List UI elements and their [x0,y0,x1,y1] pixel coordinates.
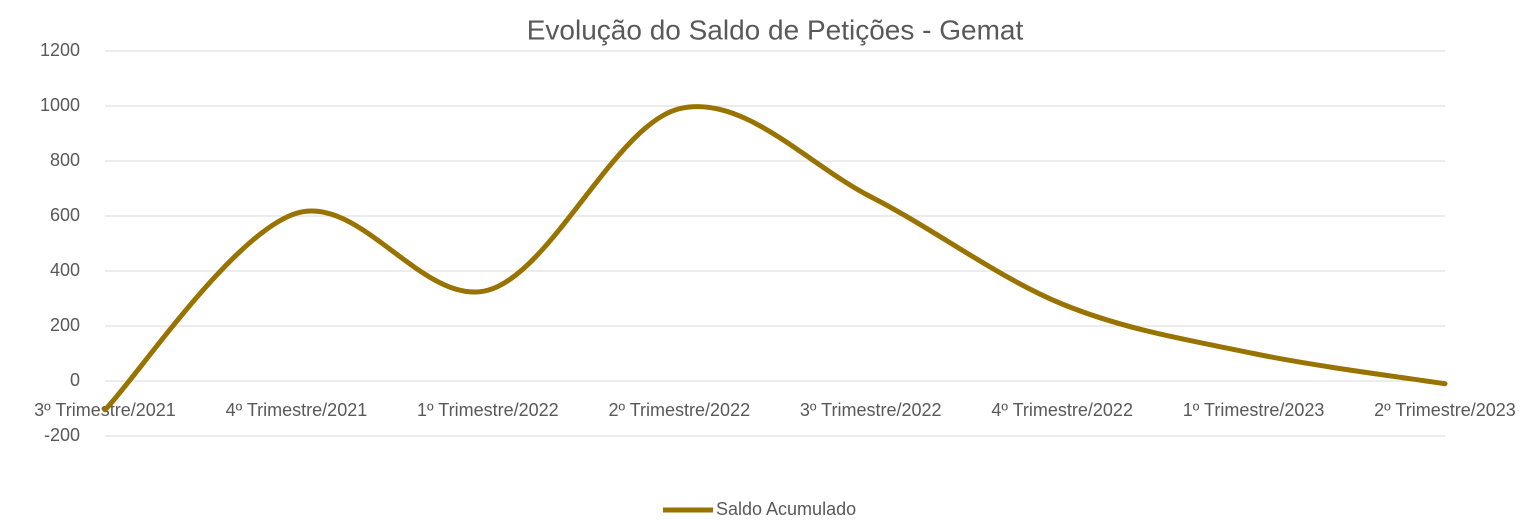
y-tick-label: 800 [50,150,80,170]
x-tick-label: 1º Trimestre/2022 [417,400,559,420]
x-tick-label: 2º Trimestre/2023 [1374,400,1516,420]
y-tick-label: 600 [50,205,80,225]
y-tick-label: 200 [50,315,80,335]
x-tick-label: 4º Trimestre/2021 [226,400,368,420]
x-tick-label: 4º Trimestre/2022 [991,400,1133,420]
y-tick-label: 1200 [40,40,80,60]
series-line [102,104,1448,413]
x-tick-label: 2º Trimestre/2022 [608,400,750,420]
y-tick-label: 0 [70,370,80,390]
y-tick-label: -200 [44,425,80,445]
x-tick-label: 3º Trimestre/2022 [800,400,942,420]
x-tick-label: 1º Trimestre/2023 [1183,400,1325,420]
chart-title: Evolução do Saldo de Petições - Gemat [527,14,1024,45]
y-tick-label: 400 [50,260,80,280]
y-tick-label: 1000 [40,95,80,115]
legend-label: Saldo Acumulado [716,499,856,519]
